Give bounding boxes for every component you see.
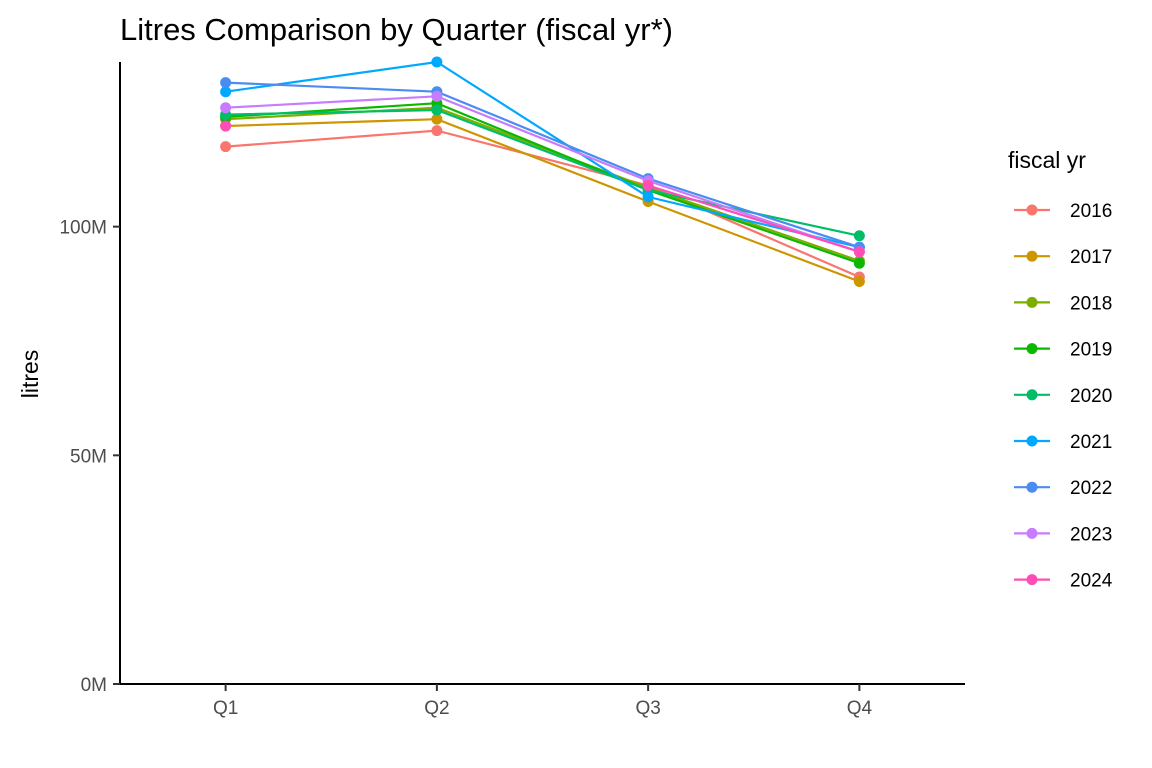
data-point — [220, 86, 232, 98]
legend-key-point — [1026, 435, 1038, 447]
legend-key-point — [1026, 481, 1038, 493]
data-point — [853, 246, 865, 258]
legend-label: 2020 — [1070, 386, 1112, 407]
y-ticks: 0M 50M 100M — [59, 218, 120, 696]
series-line — [225, 129, 860, 279]
data-point — [220, 141, 232, 153]
x-ticks: Q1 Q2 Q3 Q4 — [213, 684, 873, 719]
x-tick-label: Q1 — [213, 698, 238, 719]
series-line — [225, 81, 860, 249]
y-tick-label: 0M — [81, 675, 107, 696]
legend-key-point — [1026, 389, 1038, 401]
data-point — [220, 120, 232, 132]
legend-label: 2019 — [1070, 340, 1112, 361]
legend-key-point — [1026, 250, 1038, 262]
legend-key-point — [1026, 527, 1038, 539]
legend-key-point — [1026, 296, 1038, 308]
legend-items: 2016 2017 2018 2019 2020 2021 2022 2023 2024 — [1014, 201, 1113, 592]
series-line — [225, 102, 860, 265]
legend-item: 2019 — [1014, 340, 1112, 361]
series-2024 — [220, 120, 865, 258]
legend-label: 2016 — [1070, 201, 1112, 222]
legend-item: 2023 — [1014, 524, 1112, 545]
data-point — [853, 230, 865, 242]
y-axis-label: litres — [17, 350, 43, 399]
data-point — [431, 56, 443, 68]
legend: fiscal yr 201620172018201920202021202220… — [1008, 147, 1113, 592]
data-point — [431, 104, 443, 116]
legend-title: fiscal yr — [1008, 147, 1086, 173]
legend-label: 2021 — [1070, 432, 1112, 453]
x-tick-label: Q2 — [424, 698, 449, 719]
legend-item: 2017 — [1014, 247, 1112, 268]
y-tick-label: 100M — [59, 218, 107, 239]
data-point — [220, 102, 232, 114]
legend-item: 2016 — [1014, 201, 1112, 222]
axes — [119, 62, 965, 685]
x-tick-label: Q4 — [847, 698, 873, 719]
legend-item: 2021 — [1014, 432, 1112, 453]
x-tick-label: Q3 — [635, 698, 660, 719]
legend-label: 2022 — [1070, 478, 1112, 499]
data-point — [431, 113, 443, 125]
series-2018 — [220, 102, 865, 267]
data-point — [220, 77, 232, 89]
data-point — [642, 191, 654, 203]
data-point — [431, 125, 443, 137]
legend-key-point — [1026, 343, 1038, 355]
legend-key-point — [1026, 574, 1038, 586]
legend-item: 2024 — [1014, 571, 1113, 592]
series-line — [225, 95, 860, 253]
legend-item: 2018 — [1014, 293, 1112, 314]
series-line — [225, 60, 860, 249]
data-point — [853, 257, 865, 269]
data-point — [642, 179, 654, 191]
legend-label: 2023 — [1070, 524, 1112, 545]
legend-item: 2022 — [1014, 478, 1112, 499]
series-line — [225, 118, 860, 283]
y-tick-label: 50M — [70, 446, 107, 467]
series-line — [647, 184, 860, 253]
chart-title: Litres Comparison by Quarter (fiscal yr*… — [120, 12, 673, 47]
legend-label: 2024 — [1070, 571, 1113, 592]
data-point — [431, 90, 443, 102]
legend-key-point — [1026, 204, 1038, 216]
data-point — [853, 276, 865, 288]
legend-label: 2017 — [1070, 247, 1112, 268]
legend-label: 2018 — [1070, 293, 1112, 314]
series-layer — [220, 56, 865, 288]
legend-item: 2020 — [1014, 386, 1112, 407]
